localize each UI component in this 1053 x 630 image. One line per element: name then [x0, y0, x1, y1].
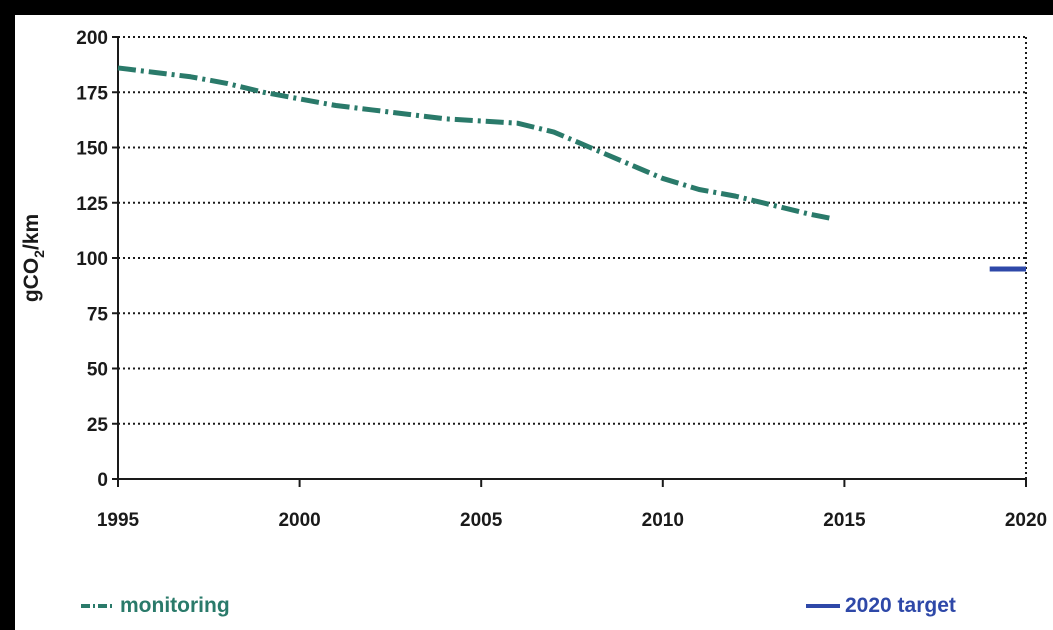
x-tick-label: 2010	[642, 510, 684, 531]
x-tick-label: 2020	[1005, 510, 1047, 531]
x-tick-label: 1995	[97, 510, 140, 531]
legend-target-swatch	[806, 604, 840, 608]
legend-monitoring: monitoring	[80, 594, 230, 618]
y-tick-label: 50	[87, 360, 108, 381]
series-lines	[117, 65, 1026, 272]
y-tick-labels: 0 25 50 75 100 125 150 175 200	[76, 28, 108, 491]
gridlines	[118, 36, 1027, 479]
y-tick-label: 25	[87, 415, 109, 436]
y-tick-label: 0	[97, 470, 108, 491]
x-tick-label: 2015	[823, 510, 866, 531]
x-tick-label: 2005	[460, 510, 503, 531]
y-tick-label: 150	[76, 139, 108, 160]
y-axis-label: gCO2/km	[20, 214, 47, 302]
y-tick-label: 75	[87, 304, 109, 325]
legend-monitoring-label: monitoring	[120, 594, 230, 617]
y-tick-label: 200	[76, 28, 108, 49]
y-tick-label: 125	[76, 194, 108, 215]
legend-target-label: 2020 target	[845, 594, 956, 617]
y-tick-label: 175	[76, 83, 108, 104]
x-tick-label: 2000	[278, 510, 320, 531]
y-tick-label: 100	[76, 249, 108, 270]
x-tick-labels: 1995 2000 2005 2010 2015 2020	[97, 510, 1047, 531]
legend-2020-target: 2020 target	[805, 594, 956, 618]
series-monitoring-line	[117, 65, 831, 221]
axes	[112, 36, 1027, 487]
legend-monitoring-swatch	[81, 604, 115, 608]
